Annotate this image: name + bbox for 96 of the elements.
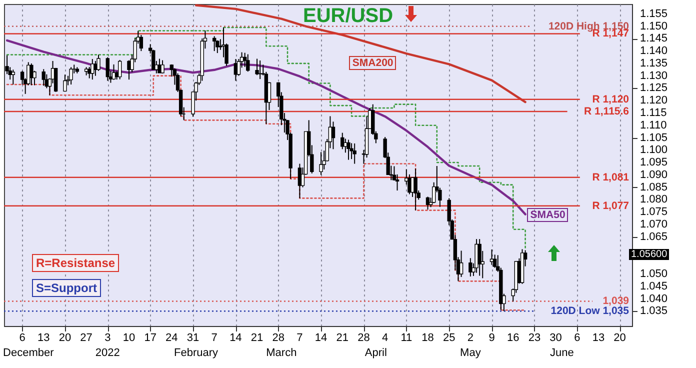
candlestick <box>63 74 67 92</box>
candlestick <box>242 52 247 68</box>
x-tick-label: 27 <box>80 332 92 344</box>
candlestick <box>331 121 336 150</box>
candlestick <box>90 58 94 80</box>
series-label: SMA50 <box>527 208 568 222</box>
y-tick-label: 1.100 <box>640 144 668 156</box>
candlestick <box>30 62 34 86</box>
candlestick <box>459 250 464 278</box>
candlestick <box>160 60 164 74</box>
ref-line-label: R 1,081 <box>592 171 630 184</box>
candlestick <box>118 59 122 80</box>
y-tick-label: 1.095 <box>640 156 668 169</box>
y-tick-label: 1.045 <box>640 280 668 292</box>
x-tick-label: 20 <box>614 332 626 344</box>
x-tick-label: 13 <box>592 332 605 344</box>
x-tick-label: 17 <box>144 332 156 344</box>
y-tick-label: 1.150 <box>640 20 668 32</box>
x-tick-label: 23 <box>528 332 541 344</box>
x2-tick-label: April <box>364 347 387 359</box>
x-tick-label: 30 <box>550 332 562 344</box>
ref-line-label: R 1,077 <box>592 200 630 212</box>
annotation: 1.05600 <box>629 249 670 260</box>
y-tick-label: 1.070 <box>640 218 668 230</box>
line-series <box>194 4 526 104</box>
candlestick <box>340 132 344 150</box>
y-tick-label: 1.125 <box>640 82 668 94</box>
x-tick-label: 18 <box>422 332 434 344</box>
candlestick <box>42 68 46 86</box>
x-tick-label: 13 <box>38 332 50 344</box>
x2-tick-label: February <box>174 347 219 359</box>
candlestick <box>319 152 323 176</box>
x-tick-label: 2 <box>467 332 474 344</box>
candlestick <box>246 54 250 72</box>
candlestick <box>212 36 216 52</box>
candlestick <box>350 142 354 160</box>
y-tick-label: 1.135 <box>640 57 668 70</box>
x-tick-label: 11 <box>400 332 412 344</box>
x2-tick-label: 2022 <box>95 347 120 359</box>
x-tick-label: 31 <box>186 332 200 344</box>
y-tick-label: 1.040 <box>640 292 668 305</box>
y-tick-label: 1.145 <box>640 32 668 45</box>
ref-line-label: 1,039 <box>602 295 630 308</box>
x-tick-label: 28 <box>272 332 284 344</box>
y-tick-label: 1.120 <box>640 94 668 107</box>
x-tick-label: 20 <box>58 332 72 344</box>
candlestick <box>69 66 73 85</box>
ref-line-label: R 1,115.6 <box>584 106 630 118</box>
y-tick-label: 1.080 <box>640 194 668 206</box>
x-tick-label: 6 <box>19 332 26 344</box>
x-tick-label: 9 <box>488 332 495 344</box>
candlestick <box>139 34 144 52</box>
candlestick <box>346 139 350 160</box>
x-tick-label: 6 <box>574 332 580 344</box>
x-tick-label: 21 <box>250 332 264 344</box>
ref-line-label: R 1,120 <box>592 93 630 106</box>
y-tick-label: 1.065 <box>640 230 668 243</box>
y-tick-label: 1.075 <box>640 206 668 218</box>
ref-line-label: 120D Low 1,035 <box>550 305 630 318</box>
x-tick-label: 7 <box>211 332 218 344</box>
x-tick-label: 14 <box>230 332 242 344</box>
x2-tick-label: June <box>550 347 574 359</box>
annotation: R=Resistanse <box>32 254 120 272</box>
candlestick <box>414 168 418 211</box>
y-tick-label: 1.155 <box>640 8 668 20</box>
y-tick-label: 1.085 <box>640 181 668 194</box>
candlestick <box>478 238 482 276</box>
x2-tick-label: December <box>3 347 54 359</box>
x-tick-label: 14 <box>314 332 328 344</box>
candlestick <box>11 69 15 85</box>
y-tick-label: 1.140 <box>640 45 668 58</box>
x-tick-label: 24 <box>166 332 178 344</box>
x2-tick-label: March <box>266 347 297 359</box>
y-tick-label: 1.035 <box>640 305 668 318</box>
x-tick-label: 25 <box>442 332 456 344</box>
x2-tick-label: May <box>460 347 482 359</box>
x-tick-label: 28 <box>358 332 370 344</box>
series-label: SMA200 <box>349 56 396 70</box>
x-tick-label: 4 <box>382 332 388 344</box>
x-tick-label: 3 <box>104 332 111 344</box>
y-tick-label: 1.050 <box>640 268 668 280</box>
annotation: S=Support <box>32 279 102 297</box>
candlestick <box>468 258 472 277</box>
x-tick-label: 21 <box>336 332 349 344</box>
y-tick-label: 1.110 <box>640 119 667 132</box>
y-tick-label: 1.115 <box>640 106 667 119</box>
y-tick-label: 1.130 <box>640 70 668 82</box>
candlestick <box>255 58 259 76</box>
x-tick-label: 7 <box>296 332 303 344</box>
chart-title: EUR/USD <box>303 5 394 27</box>
x-tick-label: 16 <box>506 332 520 344</box>
y-tick-label: 1.105 <box>640 132 668 144</box>
x-tick-label: 10 <box>122 332 136 344</box>
y-tick-label: 1.090 <box>640 168 668 181</box>
candlestick <box>106 56 110 82</box>
candlestick <box>352 142 356 164</box>
